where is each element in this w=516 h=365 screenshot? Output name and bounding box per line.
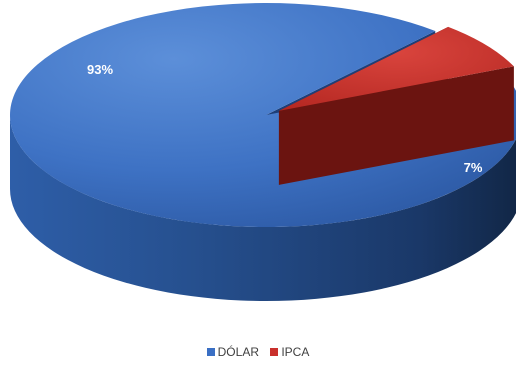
data-label-dolar: 93% (87, 62, 113, 77)
pie-slice-dolar-side (10, 115, 516, 301)
pie-slice-ipca (278, 26, 514, 185)
pie-slice-ipca-wall-1 (278, 66, 514, 185)
pie-slices (10, 2, 516, 301)
chart-legend: DÓLAR IPCA (0, 345, 516, 359)
legend-swatch-ipca (270, 348, 279, 356)
pie-data-labels: 93% 7% (87, 62, 483, 175)
pie-slice-ipca-top (278, 26, 514, 111)
data-label-ipca: 7% (464, 160, 483, 175)
legend-swatch-dolar (206, 348, 215, 356)
legend-label-ipca: IPCA (281, 345, 310, 359)
pie-slice-dolar-top (10, 2, 516, 227)
legend-label-dolar: DÓLAR (217, 345, 259, 359)
legend-item-ipca: IPCA (270, 345, 309, 359)
legend-item-dolar: DÓLAR (206, 345, 259, 359)
